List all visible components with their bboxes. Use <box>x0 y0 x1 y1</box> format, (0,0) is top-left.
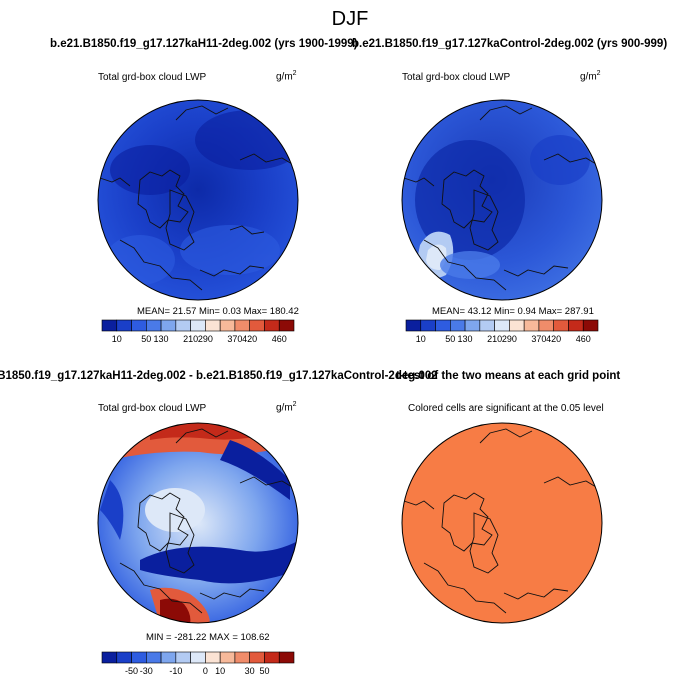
panel2-colorbar-cell <box>553 319 569 332</box>
panel2-colorbar-cell <box>405 319 422 332</box>
panel2-colorbar-cell <box>538 319 554 332</box>
panel1-colorbar-cell <box>116 319 132 332</box>
panel3-colorbar-cell <box>116 651 132 664</box>
panel3-colorbar-tick-label: 50 <box>259 666 269 676</box>
panel3-colorbar-cell <box>264 651 280 664</box>
panel1-colorbar-cell <box>160 319 177 332</box>
panel3-colorbar-cell <box>219 651 236 664</box>
figure-title: DJF <box>331 8 369 30</box>
panel3-colorbar-tick-label: -50 <box>125 666 138 676</box>
panel1-units-base: g/m <box>276 71 293 83</box>
panel2-colorbar-tick-label: 420 <box>546 334 561 344</box>
panel2-colorbar-cell <box>420 319 436 332</box>
panel2-colorbar-cell <box>494 319 510 332</box>
panel3-map <box>97 422 299 624</box>
panel3-colorbar-tick-label: -10 <box>169 666 182 676</box>
panel2-colorbar-tick-label: 50 <box>445 334 455 344</box>
panel3-colorbar-cell <box>175 651 191 664</box>
panel2-colorbar-tick-label: 460 <box>576 334 591 344</box>
panel3-colorbar-tick-label: 30 <box>245 666 255 676</box>
panel3-colorbar-tick-label: 10 <box>215 666 225 676</box>
panel2-subtitle: Total grd-box cloud LWP <box>402 72 511 83</box>
panel2-colorbar-cell <box>450 319 466 332</box>
panel1-colorbar-cell <box>278 319 295 332</box>
panel1-colorbar-tick-label: 420 <box>242 334 257 344</box>
panel1-stats: MEAN= 21.57 Min= 0.03 Max= 180.42 <box>137 306 299 317</box>
panel1-colorbar: 10 50 130 210 290 370 420 460 <box>101 319 295 344</box>
panel2-stats: MEAN= 43.12 Min= 0.94 Max= 287.91 <box>432 306 594 317</box>
panel2-colorbar-cell <box>582 319 599 332</box>
panel2-colorbar: 10 50 130 210 290 370 420 460 <box>405 319 599 344</box>
panel1-colorbar-tick-label: 50 <box>141 334 151 344</box>
panel1-colorbar-cell <box>146 319 162 332</box>
panel1-colorbar-cell <box>101 319 118 332</box>
panel3-colorbar-cell <box>278 651 295 664</box>
panel1-colorbar-cell <box>264 319 280 332</box>
panel3-colorbar-cell <box>131 651 147 664</box>
panel3-colorbar-cell <box>160 651 177 664</box>
panel4-subtitle: Colored cells are significant at the 0.0… <box>408 403 604 414</box>
panel1-colorbar-tick-label: 460 <box>272 334 287 344</box>
panel3-stats: MIN = -281.22 MAX = 108.62 <box>146 632 270 643</box>
panel1-subtitle: Total grd-box cloud LWP <box>98 72 207 83</box>
panel2-colorbar-tick-label: 370 <box>531 334 546 344</box>
panel4-map <box>401 422 603 624</box>
panel1-colorbar-tick-label: 290 <box>198 334 213 344</box>
panel3-units-exp: 2 <box>292 401 297 408</box>
panel1-units-exp: 2 <box>292 70 297 77</box>
panel1-colorbar-cell <box>131 319 147 332</box>
panel2-colorbar-cell <box>479 319 495 332</box>
panel3-colorbar-tick-label: 0 <box>203 666 208 676</box>
panel2-title: b.e21.B1850.f19_g17.127kaControl-2deg.00… <box>352 38 668 50</box>
panel2-colorbar-tick-label: 130 <box>458 334 473 344</box>
panel1-title: b.e21.B1850.f19_g17.127kaH11-2deg.002 (y… <box>50 38 358 50</box>
panel2-colorbar-tick-label: 290 <box>502 334 517 344</box>
panel3-colorbar-cell <box>190 651 206 664</box>
panel2-map <box>401 99 603 301</box>
panel1-colorbar-cell <box>190 319 206 332</box>
panel3-units-base: g/m <box>276 402 293 414</box>
panel1-map <box>97 99 299 301</box>
panel1-colorbar-cell <box>175 319 191 332</box>
panel1-units: g/m2 <box>276 70 297 82</box>
panel1-colorbar-cell <box>205 319 221 332</box>
panel2-colorbar-cell <box>568 319 584 332</box>
panel4-title: t-test of the two means at each grid poi… <box>396 370 621 382</box>
panel3-colorbar-cell <box>234 651 250 664</box>
panel3-colorbar-tick-label: -30 <box>140 666 153 676</box>
panel2-colorbar-tick-label: 210 <box>487 334 502 344</box>
panel2-units: g/m2 <box>580 70 601 82</box>
panel3-colorbar-cell <box>249 651 265 664</box>
panel1-colorbar-tick-label: 130 <box>154 334 169 344</box>
panel3-colorbar: -50 -30 -10 0 10 30 50 <box>101 651 295 676</box>
panel3-colorbar-cell <box>146 651 162 664</box>
panel2-colorbar-cell <box>464 319 481 332</box>
panel3-subtitle: Total grd-box cloud LWP <box>98 403 207 414</box>
panel1-colorbar-tick-label: 370 <box>227 334 242 344</box>
panel3-units: g/m2 <box>276 401 297 413</box>
panel1-colorbar-cell <box>219 319 236 332</box>
panel3-colorbar-cell <box>101 651 118 664</box>
panel2-colorbar-tick-label: 10 <box>416 334 426 344</box>
panel1-colorbar-tick-label: 10 <box>112 334 122 344</box>
panel2-colorbar-cell <box>509 319 525 332</box>
panel3-colorbar-cell <box>205 651 221 664</box>
panel2-units-exp: 2 <box>596 70 601 77</box>
panel1-colorbar-cell <box>249 319 265 332</box>
panel2-units-base: g/m <box>580 71 597 83</box>
panel2-colorbar-cell <box>523 319 540 332</box>
panel2-colorbar-cell <box>435 319 451 332</box>
panel3-title: .B1850.f19_g17.127kaH11-2deg.002 - b.e21… <box>0 370 438 382</box>
panel1-colorbar-cell <box>234 319 250 332</box>
panel1-colorbar-tick-label: 210 <box>183 334 198 344</box>
